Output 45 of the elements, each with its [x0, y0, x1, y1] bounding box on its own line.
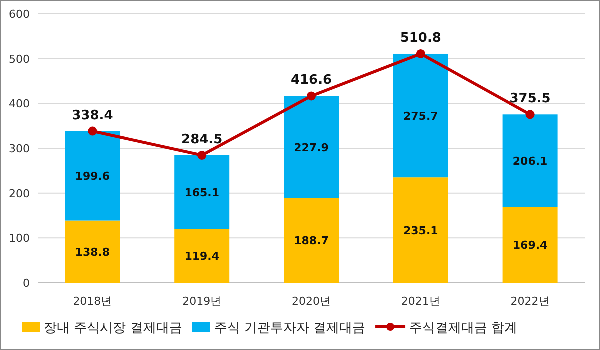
data-label: 235.1: [404, 224, 438, 238]
bar: [174, 155, 230, 230]
point: [416, 49, 426, 58]
data-label: 138.8: [75, 246, 110, 259]
x-tick-label: 2021년: [401, 295, 440, 308]
y-tick-label: 100: [9, 232, 30, 246]
data-label: 119.4: [184, 250, 220, 264]
legend-label: 주식결제대금 합계: [410, 321, 518, 336]
data-label: 227.9: [294, 141, 329, 154]
y-tick-label: 500: [9, 52, 30, 66]
y-tick-label: 200: [9, 187, 30, 200]
data-label: 199.6: [75, 170, 110, 184]
data-label: 416.6: [290, 73, 332, 88]
bar: [502, 207, 558, 283]
bar: [65, 131, 120, 221]
data-label: 510.8: [400, 30, 442, 46]
data-label: 275.7: [404, 110, 438, 123]
x-tick-label: 2019년: [182, 295, 222, 308]
y-tick-label: 0: [23, 277, 30, 290]
bar: [284, 198, 339, 283]
x-tick-label: 2020년: [292, 295, 331, 308]
bar: [284, 96, 339, 198]
data-label: 165.1: [184, 186, 220, 200]
point: [307, 92, 316, 101]
legend-label: 장내 주식시장 결제대금: [44, 321, 182, 336]
bar: [393, 54, 448, 178]
y-tick-label: 400: [9, 98, 30, 111]
bar: [65, 220, 120, 283]
point: [198, 150, 207, 160]
data-label: 188.7: [294, 234, 329, 248]
data-label: 338.4: [72, 108, 114, 124]
bar: [502, 114, 558, 208]
data-label: 284.5: [182, 132, 223, 148]
y-tick-label: 300: [9, 142, 30, 156]
x-tick-label: 2022년: [510, 295, 550, 308]
y-tick-label: 600: [9, 8, 30, 21]
data-label: 375.5: [510, 92, 551, 107]
point: [526, 110, 535, 120]
x-tick-label: 2018년: [73, 295, 112, 308]
data-label: 169.4: [512, 239, 548, 252]
data-label: 206.1: [512, 154, 548, 168]
bar: [174, 229, 230, 283]
point: [88, 126, 98, 136]
bar: [393, 178, 448, 283]
legend-label: 주식 기관투자자 결제대금: [214, 321, 366, 336]
